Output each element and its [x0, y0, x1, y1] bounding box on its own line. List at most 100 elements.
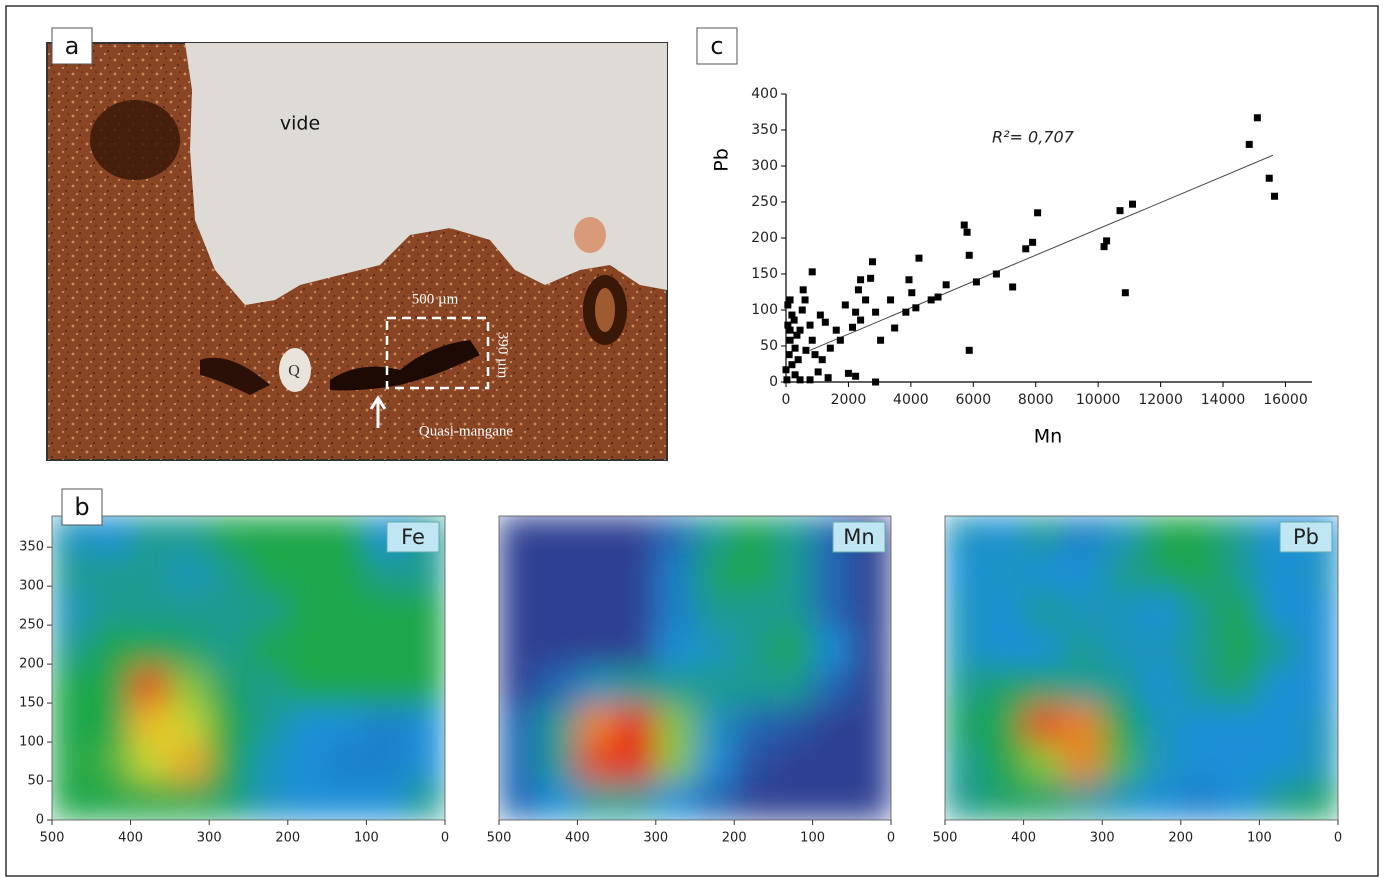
point	[857, 276, 865, 284]
point	[1245, 140, 1253, 148]
heat-cell	[1062, 516, 1103, 555]
heat-cell	[983, 516, 1025, 555]
dark-patch	[595, 288, 615, 332]
x-tick-label: 400	[118, 831, 143, 846]
heat-cell	[812, 629, 853, 669]
heat-cell	[287, 591, 328, 631]
x-tick-label: 4000	[893, 392, 929, 408]
heat-cell	[208, 629, 249, 669]
heat-cell	[287, 781, 328, 820]
heat-cell	[812, 743, 853, 783]
heat-cell	[208, 781, 249, 820]
heat-cell	[499, 629, 539, 669]
point	[785, 351, 793, 359]
micrograph: vide 500 µm 390 µm Q Quasi-mangane a	[46, 27, 668, 461]
heat-cell	[576, 781, 618, 820]
heat-cell	[655, 629, 696, 669]
heat-cell	[1023, 781, 1064, 820]
heat-cell	[772, 629, 814, 669]
heat-cell	[1180, 743, 1221, 783]
heat-cell	[365, 553, 407, 593]
y-tick-label: 100	[19, 735, 44, 750]
heat-cell	[287, 516, 328, 555]
point	[891, 324, 899, 332]
annotation: Q	[288, 363, 300, 380]
plot-frame	[498, 515, 892, 821]
heat-cell	[1258, 667, 1300, 707]
heat-cell	[537, 667, 578, 707]
x-tick-label: 100	[1247, 831, 1272, 846]
heat-cell	[248, 781, 289, 820]
point	[799, 286, 807, 294]
nodule	[330, 340, 480, 391]
heat-cell	[130, 516, 171, 555]
heat-cell	[1101, 781, 1142, 820]
heat-cell	[694, 591, 735, 631]
y-tick-label: 350	[751, 122, 778, 138]
heat-cell	[1062, 553, 1103, 593]
heat-cell	[52, 705, 92, 745]
heat-cell	[1101, 516, 1142, 555]
x-tick-label: 200	[722, 831, 747, 846]
heat-cell	[694, 743, 735, 783]
heat-cell	[287, 667, 328, 707]
heat-cell	[1023, 629, 1064, 669]
heat-cell	[772, 553, 814, 593]
heat-cell	[733, 629, 774, 669]
heat-cell	[694, 516, 735, 555]
point	[934, 293, 942, 301]
heat-cell	[1219, 667, 1260, 707]
heat-cell	[945, 667, 985, 707]
point	[841, 301, 849, 309]
x-tick-label: 100	[354, 831, 379, 846]
point	[868, 258, 876, 266]
heat-cell	[1219, 591, 1260, 631]
heatmap-cells	[945, 516, 1338, 820]
point	[818, 356, 826, 364]
point	[1116, 207, 1124, 215]
point	[1103, 237, 1111, 245]
point	[806, 321, 814, 329]
point	[786, 296, 794, 304]
heat-cell	[772, 667, 814, 707]
heat-cell	[52, 629, 92, 669]
heat-cell	[1062, 629, 1103, 669]
point	[1100, 243, 1108, 251]
heat-cell	[130, 743, 171, 783]
heat-cell	[616, 667, 657, 707]
heat-cell	[326, 667, 367, 707]
heat-cell	[1023, 743, 1064, 783]
heat-cell	[945, 553, 985, 593]
x-tick-label: 12000	[1138, 392, 1183, 408]
heat-cell	[326, 743, 367, 783]
y-tick-label: 250	[19, 618, 44, 633]
x-tick-label: 0	[441, 831, 449, 846]
heat-cell	[169, 743, 210, 783]
element-label-box	[386, 521, 440, 553]
heat-cell	[1101, 553, 1142, 593]
point	[1121, 289, 1129, 297]
heat-cell	[1023, 705, 1064, 745]
point	[798, 306, 806, 314]
heat-cell	[537, 705, 578, 745]
element-label-box	[832, 521, 886, 553]
heat-cell	[694, 705, 735, 745]
heat-cell	[576, 667, 618, 707]
y-tick-label: 350	[19, 540, 44, 555]
annotation: 390 µm	[495, 332, 511, 379]
heat-cell	[405, 591, 445, 631]
point	[784, 321, 792, 329]
heat-cell	[772, 781, 814, 820]
heat-cell	[537, 781, 578, 820]
point	[796, 326, 804, 334]
point	[808, 268, 816, 276]
point	[905, 276, 913, 284]
x-tick-label: 400	[565, 831, 590, 846]
panel-label: a	[65, 32, 80, 60]
heat-cell	[326, 516, 367, 555]
x-tick-label: 300	[643, 831, 668, 846]
point	[786, 336, 794, 344]
trendline	[809, 154, 1274, 351]
heat-cell	[1023, 553, 1064, 593]
void-area	[185, 43, 667, 305]
